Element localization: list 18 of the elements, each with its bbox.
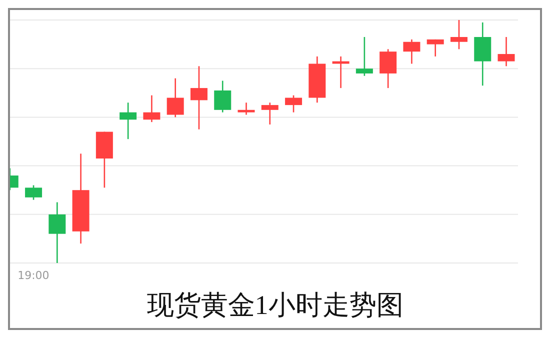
candlestick <box>25 184 42 200</box>
candlestick <box>356 36 373 77</box>
candlestick <box>48 202 66 263</box>
candlestick <box>450 20 468 50</box>
text: 现货黄金1小时走势图 <box>146 289 404 322</box>
candlestick <box>214 80 232 113</box>
candlestick <box>426 38 444 58</box>
candlestick <box>498 36 515 67</box>
candlestick <box>143 94 160 123</box>
candlestick <box>120 102 137 140</box>
candlestick <box>166 78 184 118</box>
candlestick <box>261 102 278 126</box>
candlestick <box>190 66 208 130</box>
candlestick <box>403 38 420 64</box>
candlestick <box>238 102 255 116</box>
candlestick <box>285 94 302 113</box>
x-tick-label: 19:00 <box>18 268 50 282</box>
candlestick <box>380 48 397 89</box>
